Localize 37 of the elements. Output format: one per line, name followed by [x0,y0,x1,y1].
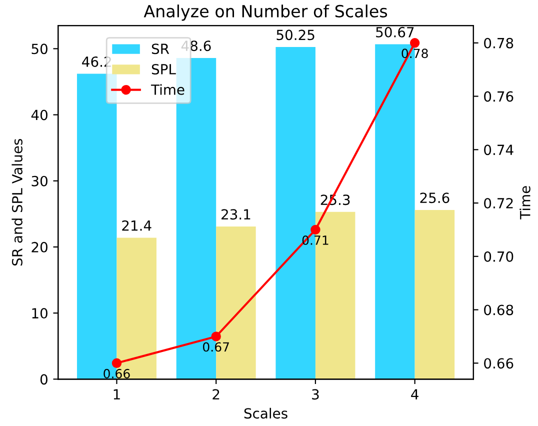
legend-label: SPL [152,64,176,74]
y-axis-title: SR and SPL Values [12,138,22,266]
y2-tick-label: 0.66 [484,358,514,369]
data-label: 48.6 [181,40,211,52]
x-tick-label: 2 [212,389,220,400]
legend-label: SR [152,44,170,54]
x-tick-label: 1 [114,389,120,400]
data-label: 23.1 [222,209,250,220]
y-tick-label: 20 [32,242,48,252]
y-tick-label: 50 [32,44,48,54]
x-tick-label: 4 [411,389,418,400]
y-tick-label: 0 [40,374,48,385]
point [112,358,122,368]
legend-label: Time [150,84,184,95]
y2-axis-title: Time [520,186,530,220]
y2-tick-label: 0.78 [484,38,514,48]
y-tick-label: 30 [32,176,48,186]
data-label: 50.67 [376,26,414,38]
y-tick-label: 40 [31,110,48,120]
chart-title: Analyze on Number of Scales [144,4,388,21]
y2-tick-label: 0.74 [484,144,514,156]
data-label: 50.25 [276,30,314,40]
y2-tick-label: 0.72 [484,198,513,208]
point [211,332,221,342]
x-axis-title: Scales [244,408,288,419]
data-label: 46.2 [82,56,111,67]
y2-tick-label: 0.70 [484,251,514,262]
y2-tick-label: 0.76 [484,91,514,102]
data-label: 25.6 [420,192,450,204]
data-label: 0.67 [203,342,229,352]
point [410,38,420,48]
x-tick-label: 3 [312,389,319,400]
y-tick-label: 10 [32,308,48,319]
data-label: 21.4 [122,220,152,231]
point [310,224,320,235]
y2-tick-label: 0.68 [484,304,514,316]
bar [414,210,455,380]
